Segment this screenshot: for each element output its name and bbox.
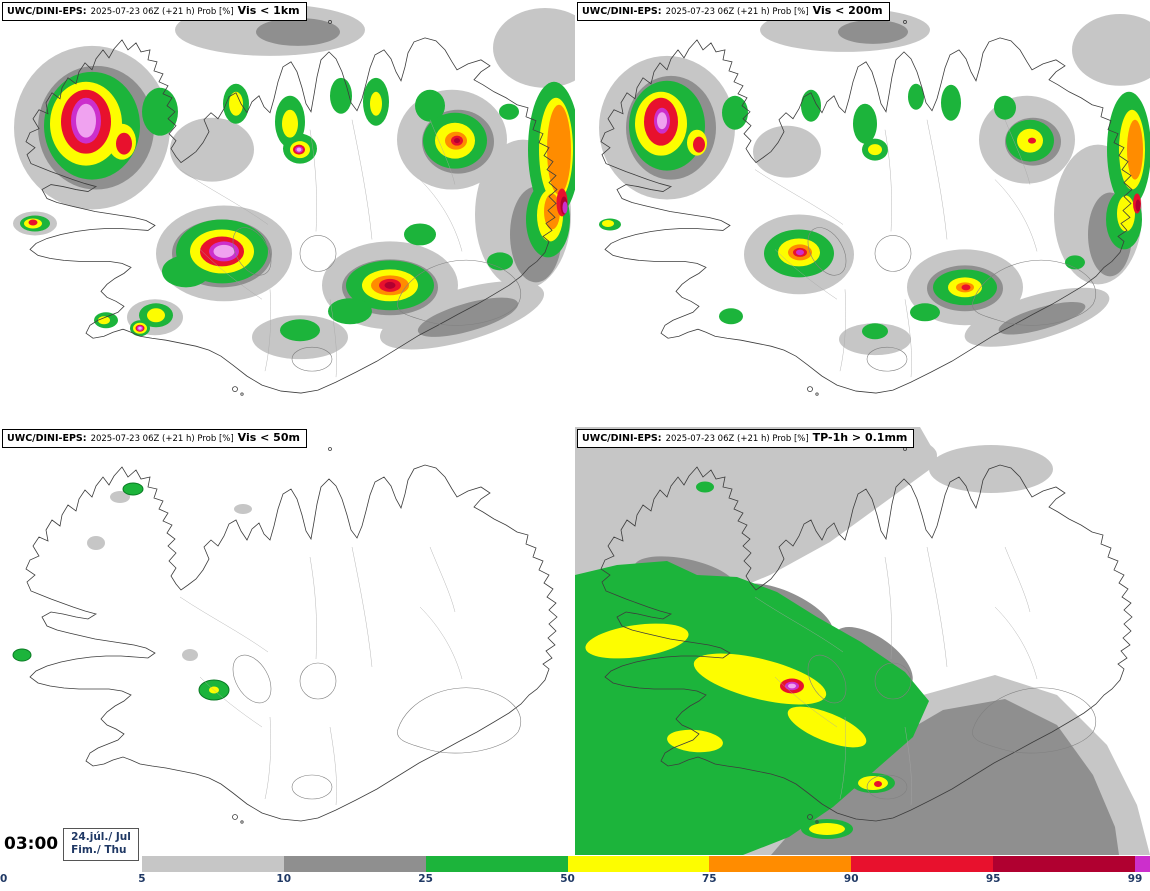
legend-footer: 0 5 10 25 50 75 90 95 99 (0, 855, 1150, 891)
legend-segment (425, 856, 568, 872)
parameter-label: Vis < 1km (237, 4, 300, 17)
run-info: 2025-07-23 06Z (+21 h) Prob [%] (665, 7, 809, 17)
legend-segment (141, 856, 284, 872)
panel-title-vis-200m: UWC/DINI-EPS: 2025-07-23 06Z (+21 h) Pro… (577, 2, 890, 21)
panel-vis-1km: UWC/DINI-EPS: 2025-07-23 06Z (+21 h) Pro… (0, 0, 575, 427)
legend-tick: 90 (843, 873, 859, 885)
legend-bar (0, 856, 1150, 872)
legend-tick: 50 (560, 873, 575, 885)
legend-tick: 10 (276, 873, 292, 885)
legend-tick: 99 (1127, 873, 1143, 885)
legend-segment (1135, 856, 1150, 872)
legend-tick: 0 (0, 873, 8, 885)
panel-title-vis-1km: UWC/DINI-EPS: 2025-07-23 06Z (+21 h) Pro… (2, 2, 307, 21)
probability-field-layer (13, 3, 575, 360)
probability-field-layer (575, 427, 1150, 855)
panel-title-precip: UWC/DINI-EPS: 2025-07-23 06Z (+21 h) Pro… (577, 429, 915, 448)
legend-segment (851, 856, 994, 872)
iceland-map-vis-1km (13, 3, 575, 396)
panel-vis-50m: UWC/DINI-EPS: 2025-07-23 06Z (+21 h) Pro… (0, 427, 575, 855)
run-info: 2025-07-23 06Z (+21 h) Prob [%] (665, 434, 809, 444)
run-info: 2025-07-23 06Z (+21 h) Prob [%] (90, 434, 234, 444)
panel-vis-200m: UWC/DINI-EPS: 2025-07-23 06Z (+21 h) Pro… (575, 0, 1150, 427)
probability-field-layer (599, 7, 1150, 356)
legend-tick: 95 (985, 873, 1001, 885)
probability-field-layer (12, 482, 252, 701)
legend-segment (283, 856, 426, 872)
iceland-map-precip (575, 427, 1150, 855)
legend-segment (709, 856, 852, 872)
legend-segment (993, 856, 1136, 872)
date-line-2: Fim./ Thu (71, 844, 127, 857)
model-label: UWC/DINI-EPS: (7, 433, 87, 444)
valid-time-block: 03:00 24.júl./ Jul Fim./ Thu (2, 826, 141, 862)
legend-tick: 25 (418, 873, 433, 885)
model-label: UWC/DINI-EPS: (582, 433, 662, 444)
date-box: 24.júl./ Jul Fim./ Thu (63, 827, 139, 861)
panel-precip: UWC/DINI-EPS: 2025-07-23 06Z (+21 h) Pro… (575, 427, 1150, 855)
legend-segment (567, 856, 710, 872)
date-line-1: 24.júl./ Jul (71, 830, 131, 843)
run-info: 2025-07-23 06Z (+21 h) Prob [%] (90, 7, 234, 17)
legend-tick: 5 (138, 873, 146, 885)
parameter-label: TP-1h > 0.1mm (812, 431, 908, 444)
panel-grid: UWC/DINI-EPS: 2025-07-23 06Z (+21 h) Pro… (0, 0, 1150, 855)
panel-title-vis-50m: UWC/DINI-EPS: 2025-07-23 06Z (+21 h) Pro… (2, 429, 307, 448)
iceland-map-vis-200m (599, 7, 1150, 396)
iceland-map-vis-50m (12, 447, 558, 824)
model-label: UWC/DINI-EPS: (582, 6, 662, 17)
parameter-label: Vis < 200m (812, 4, 883, 17)
legend-labels: 0 5 10 25 50 75 90 95 99 (0, 873, 1150, 889)
legend-tick: 75 (702, 873, 717, 885)
valid-time: 03:00 (4, 834, 59, 855)
model-label: UWC/DINI-EPS: (7, 6, 87, 17)
parameter-label: Vis < 50m (237, 431, 300, 444)
